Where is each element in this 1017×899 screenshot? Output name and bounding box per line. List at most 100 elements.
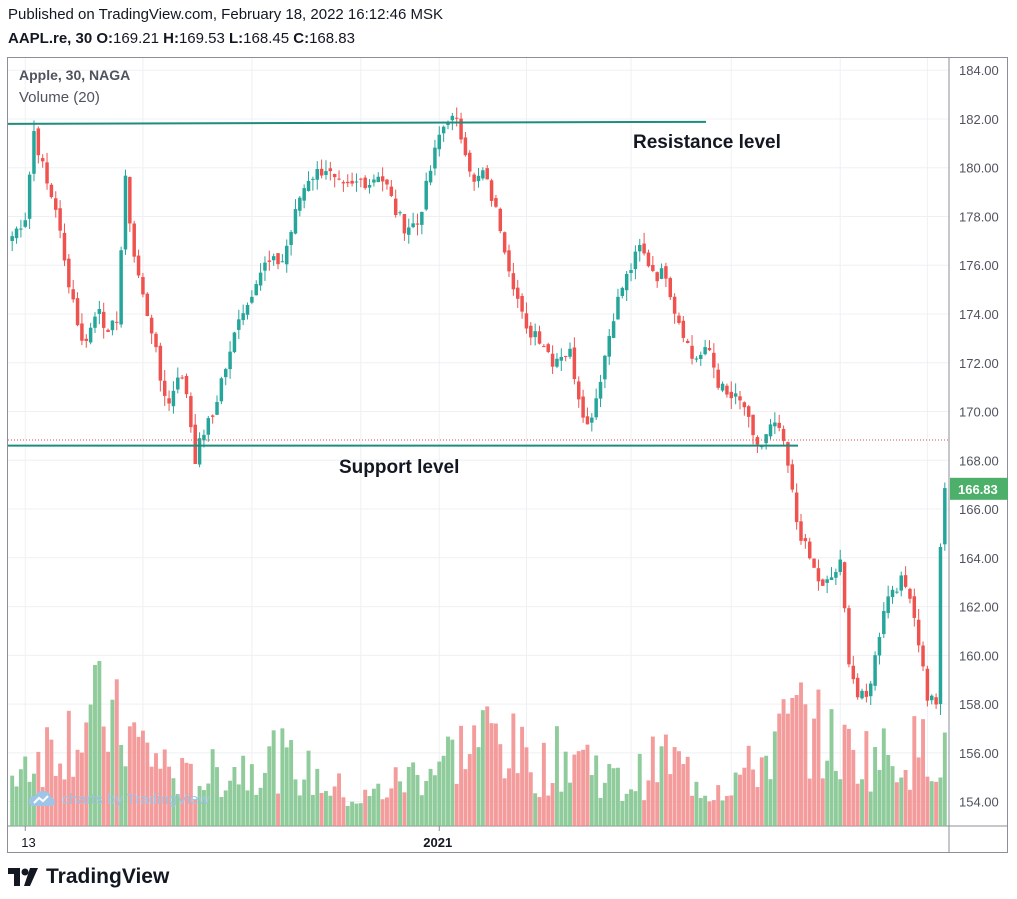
volume-bar: [816, 689, 821, 826]
candle-body: [677, 315, 681, 323]
candle-body: [529, 325, 533, 338]
candlestick-chart[interactable]: 184.00 182.00 180.00 178.00 176.00 174.00 172.…: [8, 58, 1008, 852]
volume-bar: [929, 781, 934, 826]
candle-body: [494, 198, 498, 207]
high-value: 169.53: [178, 30, 225, 47]
volume-bar: [123, 766, 128, 826]
volume-bar: [14, 786, 19, 826]
volume-bar: [921, 719, 925, 826]
volume-legend[interactable]: Volume (20): [19, 89, 100, 106]
candle-body: [681, 320, 686, 338]
candle-body: [232, 332, 237, 353]
y-tick-label: 178.00: [959, 209, 999, 224]
candle-body: [594, 398, 598, 418]
volume-bar: [62, 779, 67, 826]
candle-body: [19, 228, 23, 230]
volume-bar: [768, 779, 773, 826]
candle-body: [746, 406, 751, 417]
candle-body: [280, 261, 285, 263]
candle-body: [372, 179, 376, 183]
candle-body: [821, 579, 825, 586]
volume-bar: [533, 793, 538, 826]
volume-bar: [759, 757, 764, 826]
candle-body: [611, 321, 616, 338]
candle-body: [903, 575, 908, 587]
candle-body: [943, 488, 947, 545]
volume-bar: [119, 744, 124, 826]
volume-bar: [398, 781, 403, 826]
watermark-text: charts by TradingView: [62, 790, 210, 808]
candle-body: [925, 668, 930, 701]
candle-body: [88, 327, 93, 343]
candle-body: [393, 198, 398, 216]
instrument-legend[interactable]: Apple, 30, NAGA: [19, 67, 131, 83]
volume-bar: [184, 762, 189, 826]
candle-body: [829, 577, 834, 580]
y-tick-label: 158.00: [959, 697, 999, 712]
candle-body: [27, 174, 32, 219]
candle-body: [84, 338, 89, 341]
candle-body: [101, 311, 106, 328]
candle-body: [463, 137, 468, 156]
candle-body: [738, 396, 742, 401]
watermark[interactable]: charts by TradingView: [28, 790, 209, 808]
volume-bar: [720, 800, 725, 826]
candle-body: [472, 174, 476, 182]
candle-body: [733, 393, 738, 397]
volume-bar: [49, 739, 54, 826]
volume-bar: [228, 780, 233, 826]
volume-bar: [258, 787, 263, 826]
volume-bar: [663, 734, 668, 826]
volume-bar: [524, 747, 529, 826]
candle-body: [899, 575, 903, 591]
candle-body: [607, 335, 611, 357]
candle-body: [807, 541, 812, 559]
volume-bar: [149, 766, 154, 826]
volume-bar: [650, 736, 655, 826]
volume-bar: [602, 782, 607, 826]
candle-body: [459, 118, 463, 140]
volume-bar: [262, 772, 267, 826]
candle-body: [768, 424, 773, 437]
candle-body: [141, 277, 145, 295]
volume-bar: [751, 769, 756, 826]
volume-bar: [851, 749, 856, 826]
volume-bar: [136, 736, 141, 826]
volume-bar: [97, 661, 102, 826]
y-tick-label: 182.00: [959, 112, 999, 127]
candle-body: [363, 177, 367, 189]
candle-body: [58, 208, 62, 231]
candle-body: [215, 401, 219, 415]
volume-bar: [703, 795, 708, 826]
volume-bar: [899, 777, 904, 826]
tradingview-brand[interactable]: TradingView: [8, 865, 169, 889]
volume-bar: [489, 723, 494, 826]
volume-bar: [707, 801, 712, 826]
candle-body: [825, 579, 829, 583]
candle-body: [241, 313, 245, 321]
candle-body: [193, 424, 197, 464]
brand-text: TradingView: [46, 865, 170, 888]
candle-body: [934, 697, 938, 705]
candle-body: [376, 176, 381, 183]
candle-body: [699, 354, 703, 359]
candle-body: [659, 268, 664, 279]
candle-body: [834, 572, 838, 578]
candle-body: [685, 340, 690, 344]
candle-body: [411, 223, 415, 228]
volume-bar: [36, 751, 41, 826]
volume-bar: [572, 754, 577, 826]
volume-bar: [472, 725, 477, 826]
candle-body: [616, 296, 620, 320]
candle-body: [877, 637, 882, 656]
volume-bar: [546, 795, 551, 826]
volume-bar: [363, 789, 368, 826]
candle-body: [886, 596, 890, 614]
candle-body: [359, 178, 363, 180]
volume-bar: [376, 783, 381, 826]
volume-bar: [493, 723, 498, 826]
candle-body: [49, 184, 54, 198]
candle-body: [311, 178, 315, 180]
volume-bar: [738, 774, 742, 826]
volume-bar: [88, 704, 93, 826]
